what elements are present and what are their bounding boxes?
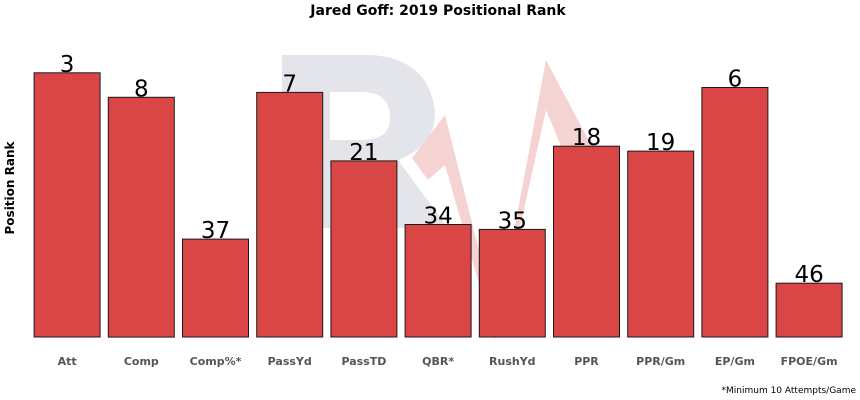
watermark-letter-r xyxy=(282,55,448,228)
chart-title: Jared Goff: 2019 Positional Rank xyxy=(309,3,566,19)
x-tick-fpoe-gm: FPOE/Gm xyxy=(781,355,838,368)
bar-qbr xyxy=(404,224,472,338)
footnote: *Minimum 10 Attempts/Game xyxy=(722,386,857,396)
bar-passtd xyxy=(330,160,398,338)
bar-ep-gm xyxy=(701,87,769,338)
bar-comp xyxy=(107,96,175,338)
data-label-ppr-gm: 19 xyxy=(646,130,675,156)
x-tick-passtd: PassTD xyxy=(341,355,386,368)
x-tick-ppr: PPR xyxy=(574,355,599,368)
x-tick-ep-gm: EP/Gm xyxy=(715,355,755,368)
data-label-fpoe-gm: 46 xyxy=(794,262,823,288)
data-label-ppr: 18 xyxy=(572,125,601,151)
y-axis-label: Position Rank xyxy=(3,141,17,235)
data-labels-group: 3 8 37 7 21 34 35 18 19 6 46 xyxy=(60,52,824,288)
x-tick-ppr-gm: PPR/Gm xyxy=(636,355,685,368)
bar-passyd xyxy=(256,91,324,338)
x-tick-comp: Comp xyxy=(124,355,159,368)
bar-ppr xyxy=(553,145,620,338)
data-label-ep-gm: 6 xyxy=(728,67,743,93)
data-label-att: 3 xyxy=(60,52,75,78)
x-tick-rushyd: RushYd xyxy=(489,355,536,368)
data-label-qbr: 34 xyxy=(423,204,452,230)
data-label-passyd: 7 xyxy=(282,71,297,97)
x-tick-comp: Comp%* xyxy=(190,355,242,368)
x-tick-passyd: PassYd xyxy=(268,355,312,368)
x-tick-att: Att xyxy=(58,355,77,368)
bar-rushyd xyxy=(478,228,546,338)
data-label-passtd: 21 xyxy=(349,140,378,166)
bar-att xyxy=(33,72,101,338)
bar-fpoe-gm xyxy=(775,282,843,338)
bars-group xyxy=(33,72,843,338)
data-label-rushyd: 35 xyxy=(498,208,527,234)
x-tick-qbr: QBR* xyxy=(422,355,454,368)
x-tick-labels-group: Att Comp Comp%* PassYd PassTD QBR* RushYd PPR PP… xyxy=(58,355,838,368)
data-label-comp: 8 xyxy=(134,76,149,102)
bar-ppr-gm xyxy=(627,150,695,338)
data-label-comp: 37 xyxy=(201,218,230,244)
bar-comp xyxy=(182,238,249,338)
